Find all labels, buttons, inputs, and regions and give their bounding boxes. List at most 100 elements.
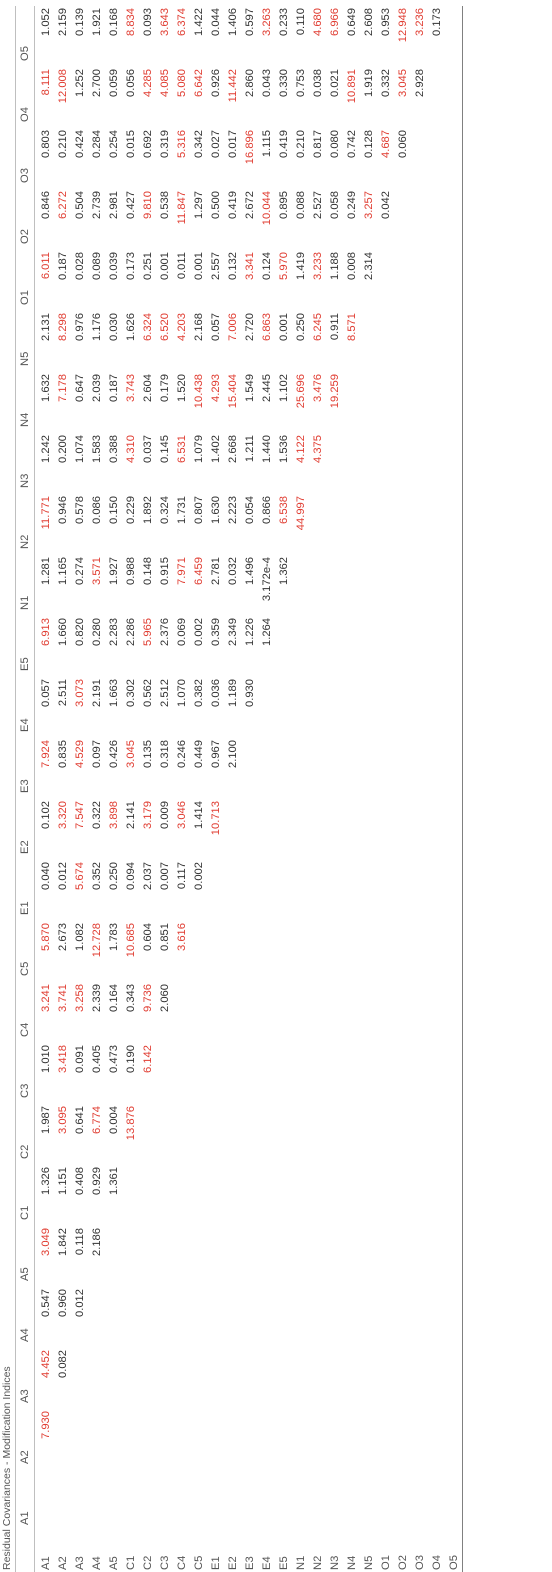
table-cell: 0.012 [73,1289,86,1317]
table-cell [360,1226,377,1287]
table-body: A1 7.930 4.452 0.547 3.049 1.326 1.987 1.010 3.2… [35,6,463,1572]
table-cell [445,860,463,921]
table-cell: 0.405 [90,1045,103,1073]
table-cell [360,372,377,433]
table-cell [445,1104,463,1165]
table-cell: 5.970 [277,252,290,280]
table-cell [241,1104,258,1165]
column-header-a5: A5 [15,1226,35,1287]
table-cell [275,921,292,982]
table-cell: 1.663 [107,679,120,707]
table-cell [88,1470,105,1531]
table-cell [292,1287,309,1348]
table-cell [292,555,309,616]
table-cell [445,311,463,372]
table-cell [275,1287,292,1348]
table-cell: 0.190 [124,1045,137,1073]
table-cell: 0.280 [90,618,103,646]
table-cell [445,677,463,738]
table-cell [411,372,428,433]
table-cell: 6.531 [175,435,188,463]
row-header-n5: N5 [362,1555,375,1570]
table-cell: 2.720 [243,313,256,341]
table-cell [207,1348,224,1409]
table-cell: 10.685 [124,923,137,958]
row-header-n1: N1 [294,1555,307,1570]
table-cell [377,1226,394,1287]
table-cell [445,1470,463,1531]
table-cell [411,494,428,555]
table-cell: 0.250 [107,862,120,890]
table-cell [326,1165,343,1226]
table-cell [428,1226,445,1287]
table-cell [224,1226,241,1287]
column-header-a3: A3 [15,1348,35,1409]
table-cell [343,494,360,555]
table-cell: 0.059 [107,69,120,97]
table-cell: 3.320 [56,801,69,829]
column-header-e3: E3 [15,738,35,799]
table-cell [411,189,428,250]
row-header-e4: E4 [260,1556,273,1570]
table-cell: 2.511 [56,679,69,707]
table-cell [394,1226,411,1287]
table-cell [326,1287,343,1348]
table-cell [360,494,377,555]
table-cell [241,1043,258,1104]
table-row: O1 0.042 4.687 0.332 0.953 [377,6,394,1572]
table-cell: 3.236 [413,8,426,36]
table-row: N4 8.571 0.008 0.249 0.742 10.891 0.649 [343,6,360,1572]
table-cell: 1.783 [107,923,120,951]
table-cell [156,1165,173,1226]
table-cell [377,555,394,616]
table-cell [343,738,360,799]
table-cell: 0.318 [158,740,171,768]
column-header-o3: O3 [15,128,35,189]
row-header-e1: E1 [209,1556,222,1570]
table-cell [258,799,275,860]
table-cell [343,860,360,921]
table-cell: 2.186 [90,1228,103,1256]
table-cell: 2.604 [141,374,154,402]
table-cell [173,1409,190,1470]
table-cell: 0.284 [90,130,103,158]
column-header-o5: O5 [15,6,35,67]
table-cell: 0.426 [107,740,120,768]
table-cell: 0.419 [277,130,290,158]
table-cell [343,1165,360,1226]
table-cell: 0.846 [39,191,52,219]
table-cell: 0.251 [141,252,154,280]
table-row: N2 4.375 3.476 6.245 3.233 2.527 0.817 0.038 4.6… [309,6,326,1572]
table-cell [326,799,343,860]
table-cell [428,799,445,860]
table-cell: 0.001 [158,252,171,280]
table-cell [360,738,377,799]
table-cell [411,1287,428,1348]
table-cell [360,1287,377,1348]
table-cell [35,1470,55,1531]
column-header-a2: A2 [15,1409,35,1470]
table-cell [394,1043,411,1104]
table-cell: 0.058 [328,191,341,219]
table-cell: 2.159 [56,8,69,36]
table-cell: 4.680 [311,8,324,36]
table-cell: 6.642 [192,69,205,97]
modification-indices-table: A1 A2 A3 A4 A5 C1 C2 C3 C4 C5 E1 E2 E3 E4 E5 N1 N2 N3 N4 N5… [15,6,463,1572]
table-cell [275,1470,292,1531]
table-cell [241,1348,258,1409]
row-header-a1: A1 [39,1556,52,1570]
table-cell [156,1470,173,1531]
table-cell [394,494,411,555]
table-cell: 0.128 [362,130,375,158]
table-cell [326,494,343,555]
table-cell [275,616,292,677]
table-cell [377,921,394,982]
table-cell: 0.597 [243,8,256,36]
table-cell: 1.440 [260,435,273,463]
table-cell [258,1470,275,1531]
table-cell: 0.093 [141,8,154,36]
table-cell: 3.045 [124,740,137,768]
table-cell [445,1287,463,1348]
table-cell: 1.842 [56,1228,69,1256]
table-cell: 4.203 [175,313,188,341]
